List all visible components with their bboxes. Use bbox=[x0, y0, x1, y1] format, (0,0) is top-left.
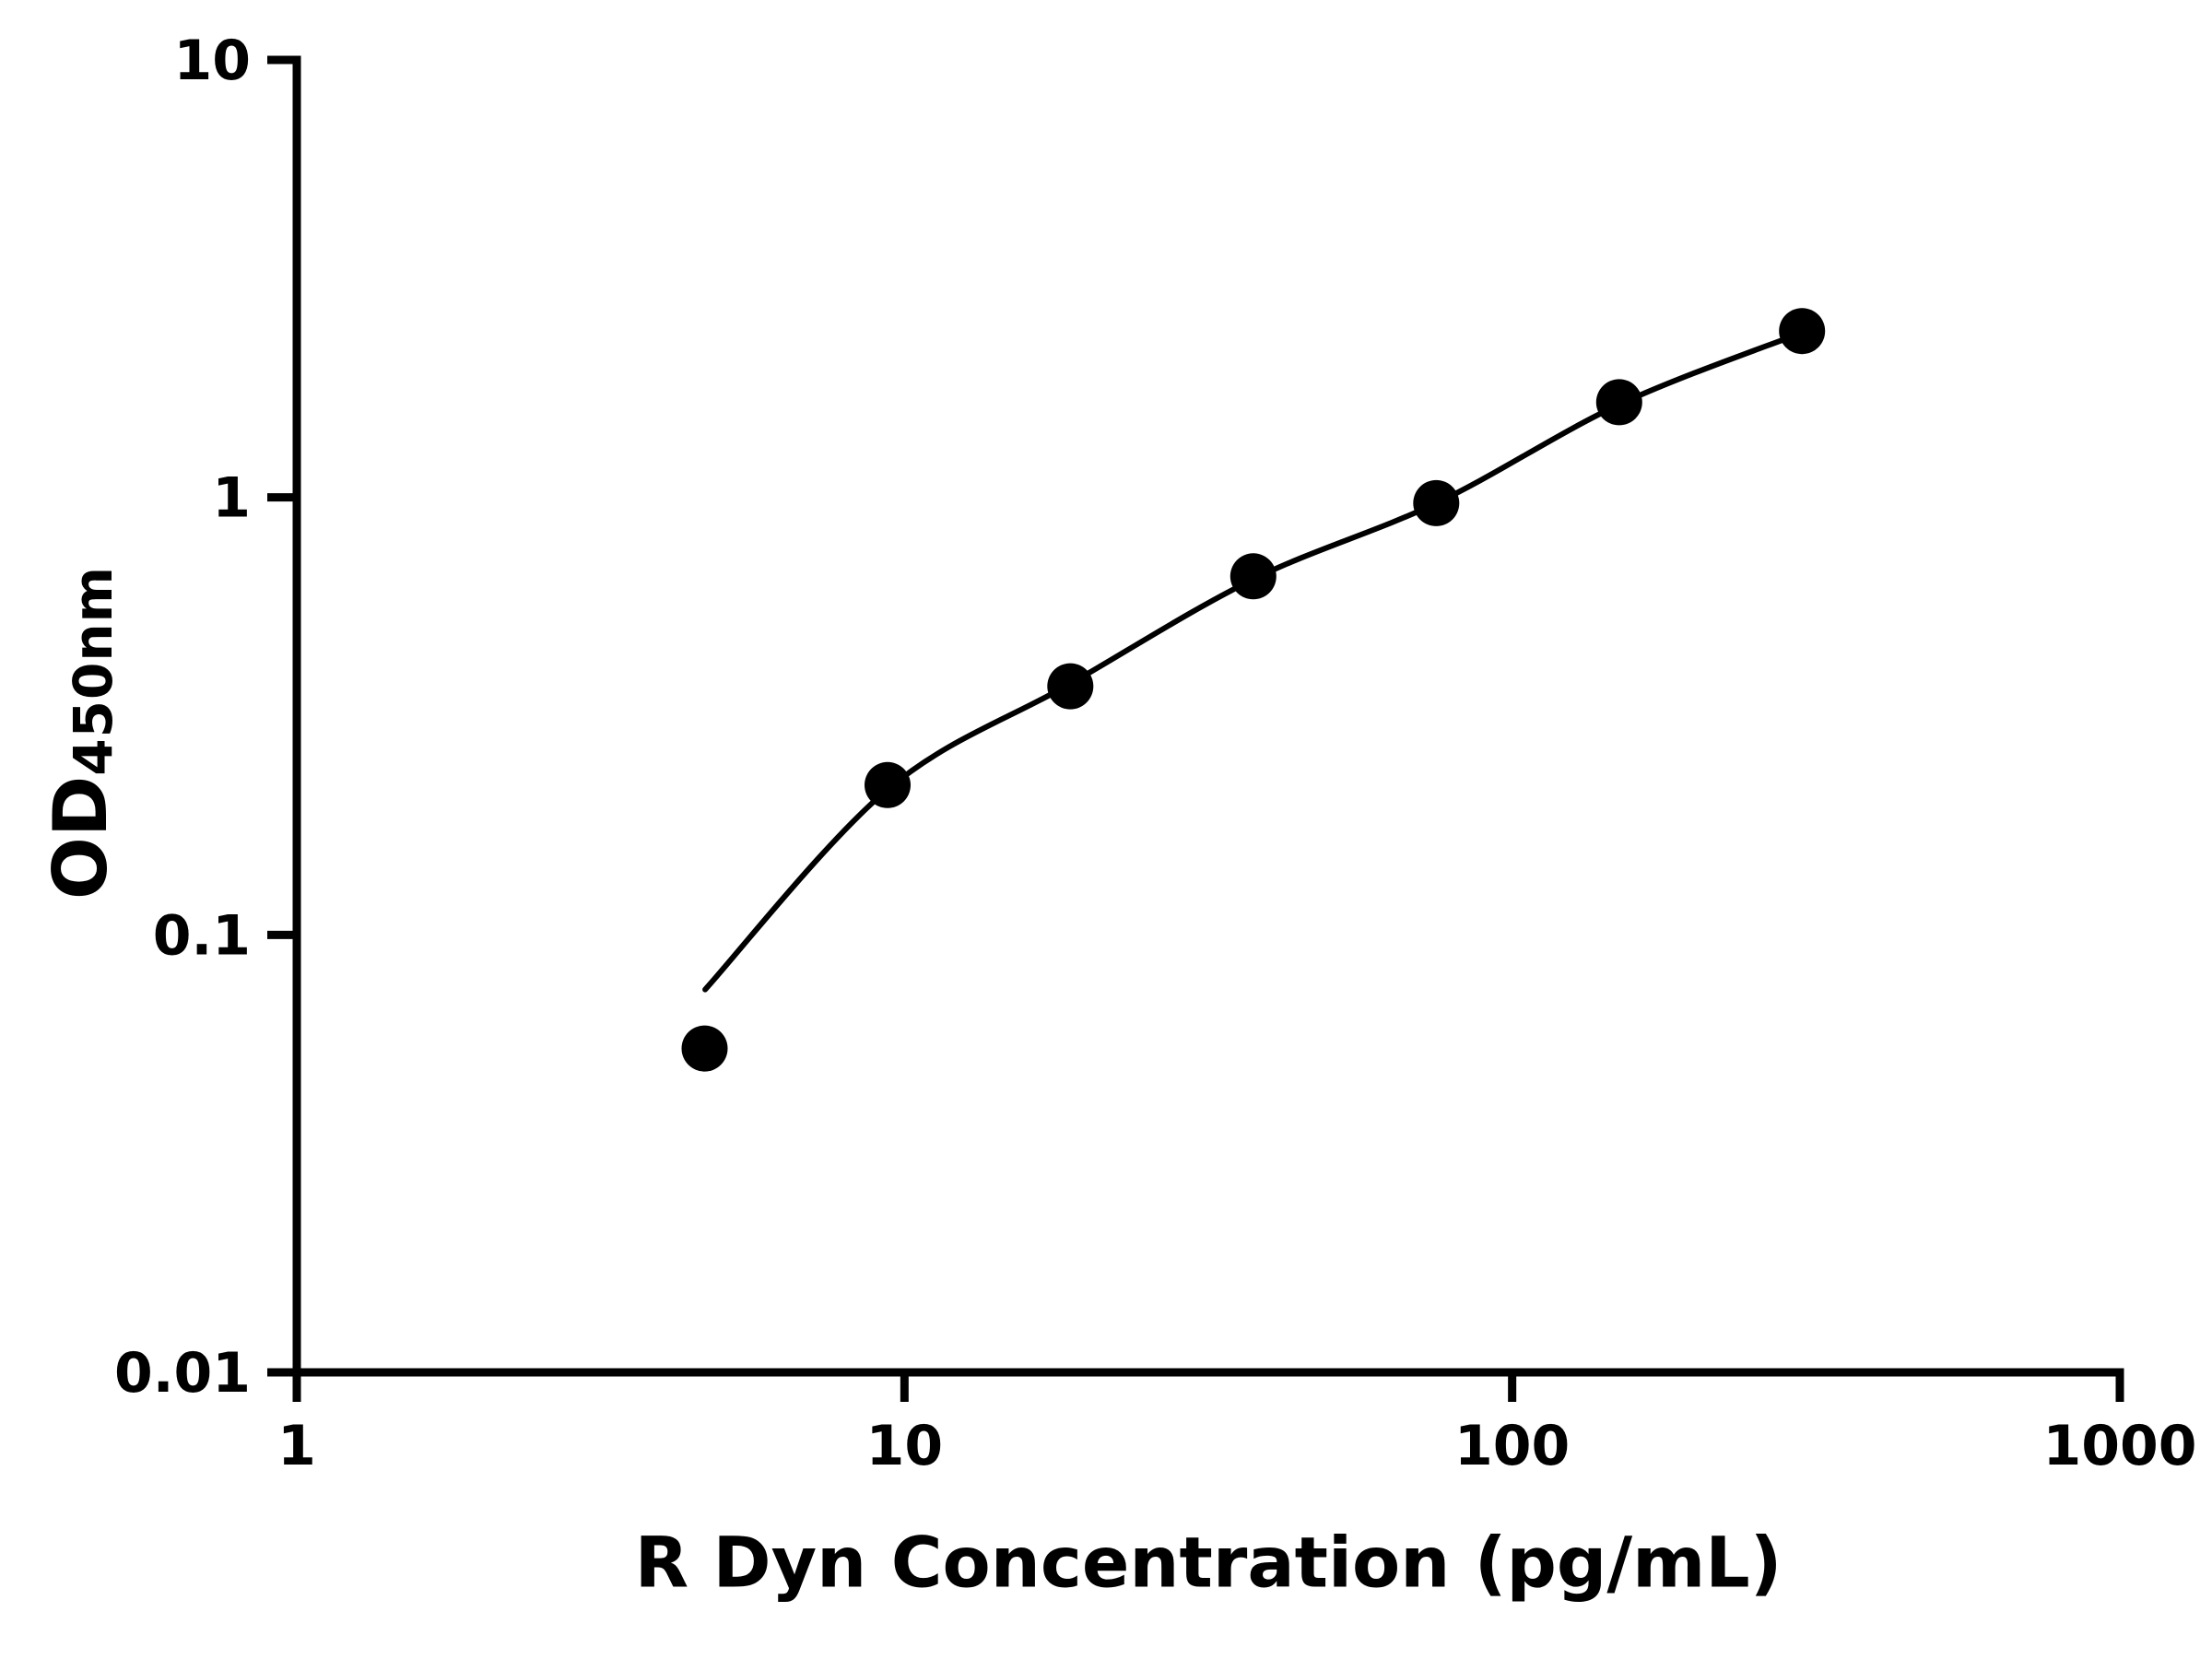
y-tick-label: 10 bbox=[174, 29, 252, 93]
data-point bbox=[1413, 479, 1460, 526]
y-axis-title-main: OD bbox=[38, 775, 124, 900]
x-tick-label: 100 bbox=[1454, 1414, 1570, 1478]
data-point bbox=[1047, 663, 1094, 710]
fit-curve bbox=[702, 329, 1806, 993]
x-tick-label: 10 bbox=[866, 1414, 944, 1478]
y-axis-title: OD450nm bbox=[38, 566, 124, 900]
y-tick-label: 1 bbox=[212, 466, 251, 531]
y-axis-title-subscript: 450nm bbox=[62, 565, 124, 776]
data-point bbox=[865, 761, 911, 808]
data-point bbox=[1779, 308, 1826, 355]
data-point bbox=[1230, 553, 1277, 600]
x-tick-label: 1 bbox=[277, 1414, 316, 1478]
axes-spine bbox=[292, 55, 2124, 1377]
x-axis-title: R Dyn Concentration (pg/mL) bbox=[634, 1521, 1783, 1604]
x-tick-label: 1000 bbox=[2043, 1414, 2197, 1478]
y-tick-label: 0.1 bbox=[153, 903, 251, 968]
y-tick-label: 0.01 bbox=[114, 1341, 251, 1406]
data-point bbox=[1595, 379, 1642, 426]
data-point bbox=[681, 1025, 728, 1072]
